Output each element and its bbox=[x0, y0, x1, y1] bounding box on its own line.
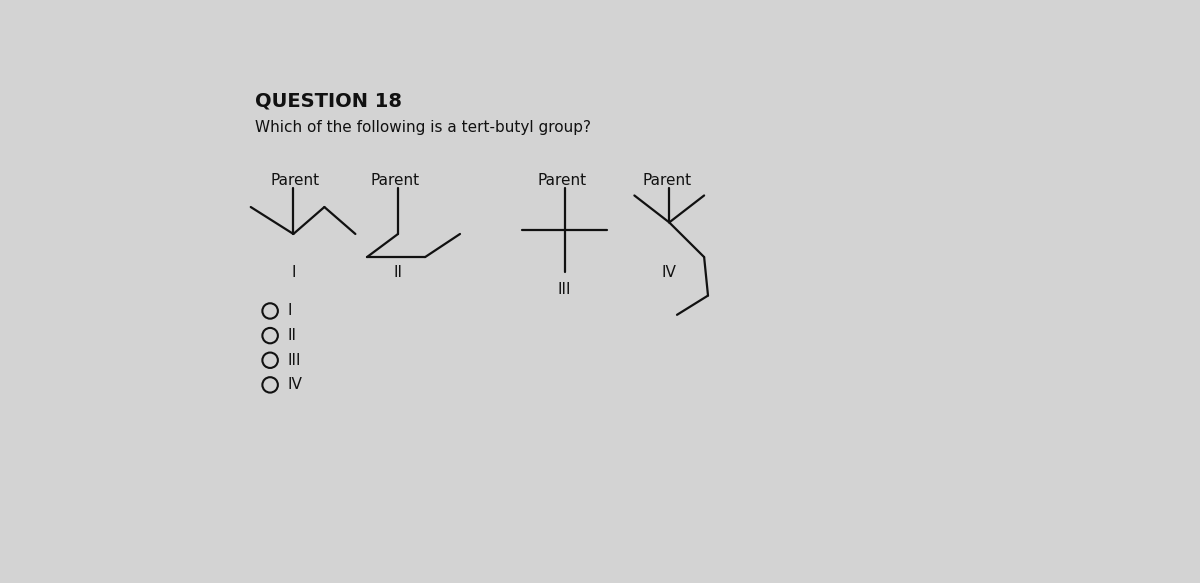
Text: II: II bbox=[394, 265, 402, 280]
Text: Parent: Parent bbox=[371, 173, 420, 188]
Text: IV: IV bbox=[287, 377, 302, 392]
Text: QUESTION 18: QUESTION 18 bbox=[254, 92, 402, 111]
Text: IV: IV bbox=[662, 265, 677, 280]
Text: I: I bbox=[292, 265, 295, 280]
Text: Which of the following is a tert-butyl group?: Which of the following is a tert-butyl g… bbox=[254, 120, 590, 135]
Text: III: III bbox=[558, 282, 571, 297]
Text: Parent: Parent bbox=[642, 173, 691, 188]
Text: Parent: Parent bbox=[538, 173, 587, 188]
Text: II: II bbox=[287, 328, 296, 343]
Text: III: III bbox=[287, 353, 301, 368]
Text: Parent: Parent bbox=[270, 173, 319, 188]
Text: I: I bbox=[287, 304, 292, 318]
